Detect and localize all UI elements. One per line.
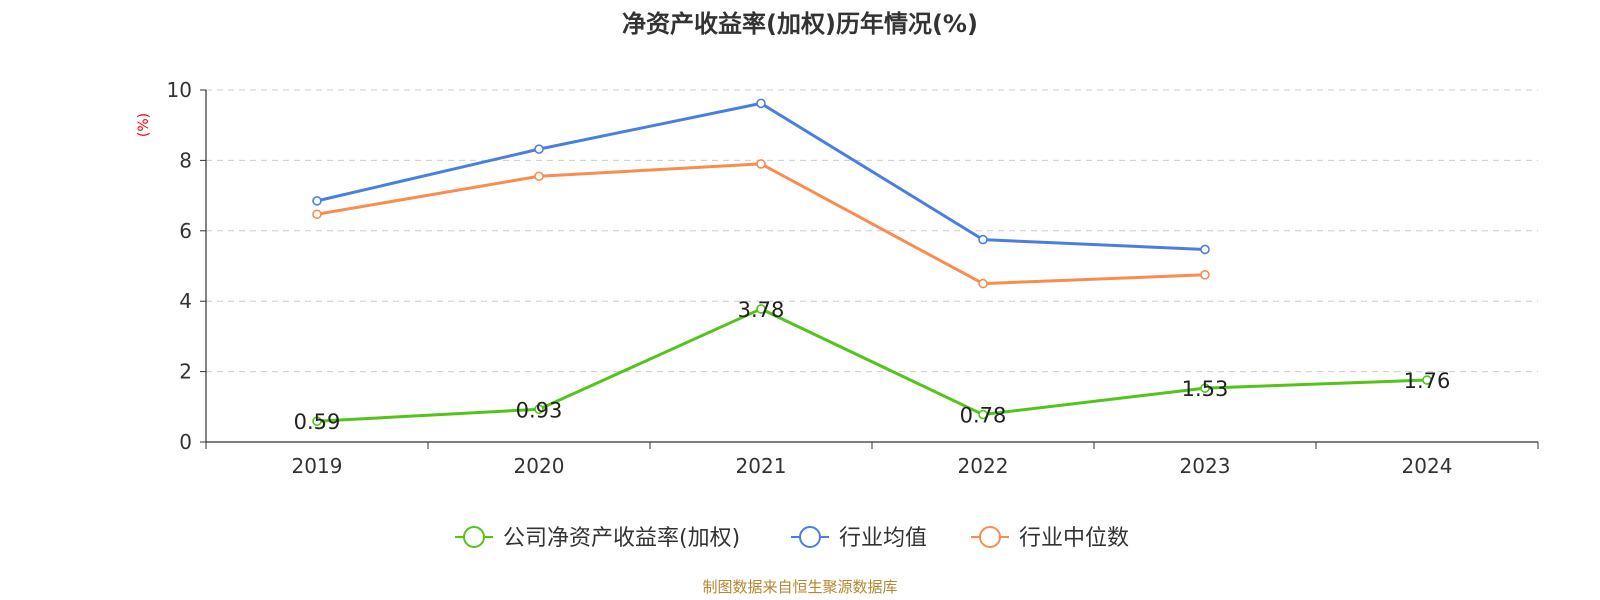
data-point (978, 234, 988, 245)
legend-item[interactable]: 行业均值 (791, 526, 927, 551)
y-tick-label: 4 (179, 289, 192, 313)
chart-title: 净资产收益率(加权)历年情况(%) (622, 10, 978, 38)
legend[interactable]: 公司净资产收益率(加权) 行业均值 行业中位数 (455, 526, 1129, 551)
data-label: 0.78 (960, 404, 1007, 428)
y-tick-label: 2 (179, 360, 192, 384)
legend-label: 行业均值 (839, 526, 927, 551)
data-point (756, 98, 766, 109)
data-labels: 0.59 0.93 3.78 0.78 1.53 1.76 (294, 298, 1451, 434)
x-tick-label: 2020 (514, 454, 565, 478)
legend-marker (979, 526, 1001, 548)
data-label: 1.53 (1182, 377, 1229, 401)
y-axis-label: (%) (136, 113, 152, 137)
y-tick-label: 10 (167, 78, 192, 102)
data-point (534, 404, 544, 415)
x-tick-label: 2023 (1180, 454, 1231, 478)
data-point (1200, 244, 1210, 255)
data-point (756, 159, 766, 169)
data-label: 1.76 (1404, 369, 1451, 393)
x-tick-label: 2019 (292, 454, 343, 478)
legend-marker (799, 526, 821, 548)
x-tick-label: 2021 (736, 454, 787, 478)
source-note: 制图数据来自恒生聚源数据库 (702, 578, 897, 596)
data-point (1422, 375, 1432, 385)
legend-item[interactable]: 公司净资产收益率(加权) (455, 526, 740, 551)
legend-item[interactable]: 行业中位数 (971, 526, 1129, 551)
y-tick-label: 0 (179, 430, 192, 454)
axes: 0 2 4 6 8 10 2019 2020 2021 2022 2023 2024 (167, 78, 1539, 478)
y-tick-label: 8 (179, 148, 192, 172)
data-point (756, 304, 766, 314)
x-tick-label: 2022 (958, 454, 1009, 478)
x-tick-label: 2024 (1402, 454, 1453, 478)
y-tick-label: 6 (179, 219, 192, 243)
series-line (316, 162, 1206, 286)
data-point (534, 171, 544, 182)
data-label: 0.93 (516, 398, 563, 422)
series-line (316, 101, 1206, 251)
legend-label: 公司净资产收益率(加权) (503, 526, 740, 551)
data-point (1200, 269, 1210, 280)
legend-marker (463, 526, 485, 548)
data-label: 3.78 (738, 298, 785, 322)
data-point (534, 144, 544, 154)
series-line (316, 307, 1428, 423)
data-point (312, 209, 322, 220)
data-point (1200, 383, 1210, 393)
data-point (312, 196, 322, 206)
series-lines (312, 98, 1432, 427)
data-point (978, 278, 988, 289)
data-point (312, 416, 322, 427)
data-point (978, 409, 988, 420)
legend-label: 行业中位数 (1019, 526, 1129, 551)
data-label: 0.59 (294, 410, 341, 434)
grid-lines (206, 89, 1538, 373)
